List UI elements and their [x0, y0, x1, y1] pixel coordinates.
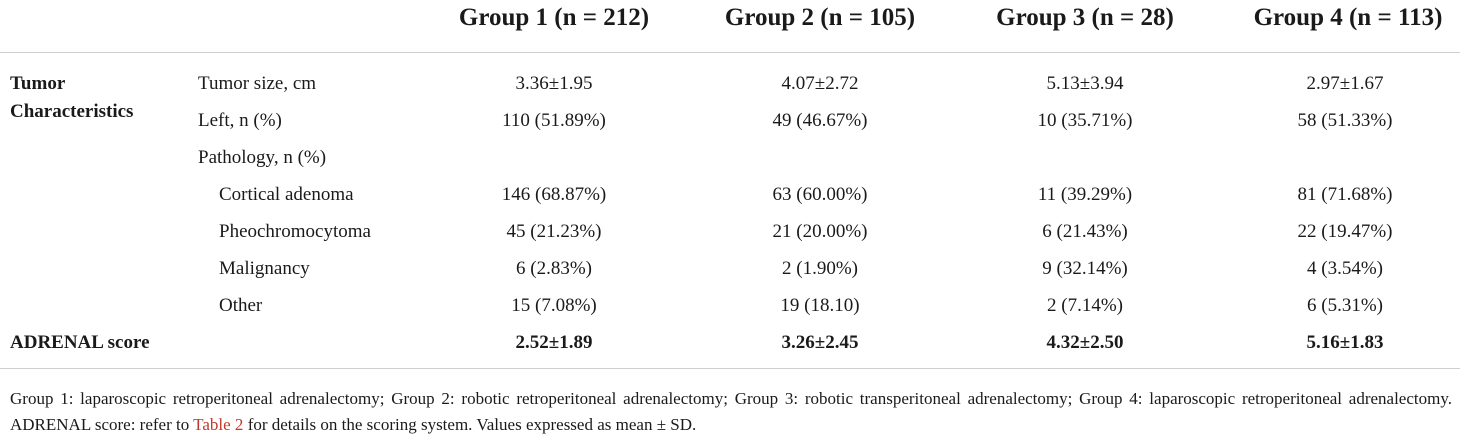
score-cell: 4.32±2.50: [1046, 332, 1124, 353]
table-cell: 4 (3.54%): [1307, 258, 1383, 279]
table-cell: 21 (20.00%): [772, 221, 868, 242]
table-cell: 2.97±1.67: [1306, 73, 1384, 94]
table-cell: 45 (21.23%): [506, 221, 602, 242]
row-label: Cortical adenoma: [219, 184, 354, 205]
header-group-1: Group 1 (n = 212): [458, 4, 650, 31]
score-row-label: ADRENAL score: [10, 332, 150, 353]
table-cell: 146 (68.87%): [501, 184, 607, 205]
footnote-text-end: for details on the scoring system. Value…: [243, 415, 697, 434]
table-cell: 6 (21.43%): [1042, 221, 1128, 242]
table-cell: 11 (39.29%): [1037, 184, 1133, 205]
row-label: Left, n (%): [198, 110, 282, 131]
table-cell: 6 (2.83%): [516, 258, 592, 279]
table-cell: 22 (19.47%): [1297, 221, 1393, 242]
bottom-rule: [0, 368, 1460, 369]
table-footnote: Group 1: laparoscopic retroperitoneal ad…: [10, 386, 1452, 438]
section-label-line2: Characteristics: [10, 101, 134, 122]
table-cell: 6 (5.31%): [1307, 295, 1383, 316]
table-cell: 10 (35.71%): [1037, 110, 1133, 131]
table-cell: 63 (60.00%): [772, 184, 868, 205]
section-label-line1: Tumor: [10, 73, 66, 94]
table-cell: 19 (18.10): [780, 295, 860, 316]
score-cell: 2.52±1.89: [515, 332, 593, 353]
table-2-link[interactable]: Table 2: [193, 415, 244, 434]
table-cell: 15 (7.08%): [511, 295, 597, 316]
table-cell: 2 (7.14%): [1047, 295, 1123, 316]
row-label: Other: [219, 295, 263, 316]
header-rule: [0, 52, 1460, 53]
table-cell: 58 (51.33%): [1297, 110, 1393, 131]
table-cell: 9 (32.14%): [1042, 258, 1128, 279]
footnote-text: Group 1: laparoscopic retroperitoneal ad…: [10, 389, 1452, 434]
row-label: Malignancy: [219, 258, 310, 279]
header-group-4: Group 4 (n = 113): [1253, 4, 1443, 31]
table-cell: 81 (71.68%): [1297, 184, 1393, 205]
table-cell: 3.36±1.95: [515, 73, 593, 94]
score-cell: 3.26±2.45: [781, 332, 859, 353]
header-group-3: Group 3 (n = 28): [996, 4, 1174, 31]
score-cell: 5.16±1.83: [1306, 332, 1384, 353]
table-cell: 49 (46.67%): [772, 110, 868, 131]
table-cell: 5.13±3.94: [1046, 73, 1124, 94]
header-group-2: Group 2 (n = 105): [724, 4, 916, 31]
table-cell: 4.07±2.72: [781, 73, 859, 94]
row-label: Pheochromocytoma: [219, 221, 371, 242]
table-cell: 2 (1.90%): [782, 258, 858, 279]
table-cell: 110 (51.89%): [502, 110, 606, 131]
row-label: Pathology, n (%): [198, 147, 327, 168]
row-label: Tumor size, cm: [198, 73, 317, 94]
